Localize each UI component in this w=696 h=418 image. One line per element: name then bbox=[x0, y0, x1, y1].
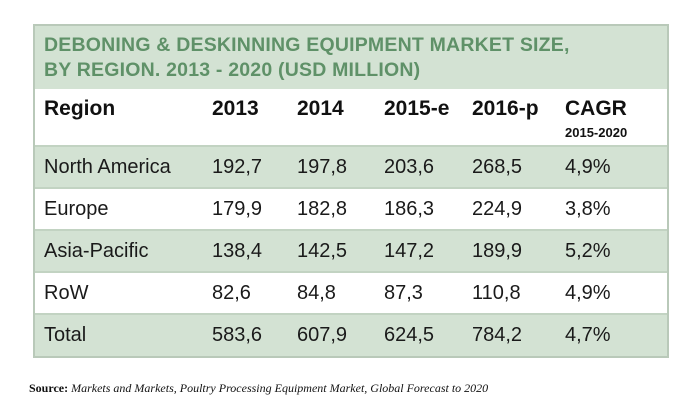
cell-2015e: 147,2 bbox=[384, 239, 435, 262]
header-region: Region bbox=[44, 97, 116, 120]
table-row: RoW 82,6 84,8 87,3 110,8 4,9% bbox=[35, 271, 667, 313]
cell-cagr: 4,9% bbox=[565, 155, 611, 178]
cell-region: Total bbox=[44, 324, 87, 346]
header-cagr-period: 2015-2020 bbox=[565, 125, 628, 140]
cell-cagr: 3,8% bbox=[565, 197, 611, 220]
table-row: Asia-Pacific 138,4 142,5 147,2 189,9 5,2… bbox=[35, 229, 667, 271]
market-size-table: DEBONING & DESKINNING EQUIPMENT MARKET S… bbox=[33, 24, 669, 358]
header-2016p: 2016-p bbox=[472, 97, 539, 120]
header-2015e: 2015-e bbox=[384, 97, 450, 120]
table-title-line-1: DEBONING & DESKINNING EQUIPMENT MARKET S… bbox=[44, 34, 570, 56]
cell-region: North America bbox=[44, 155, 171, 178]
cell-cagr: 4,7% bbox=[565, 324, 611, 346]
cell-2016p: 110,8 bbox=[472, 281, 521, 304]
cell-2013: 82,6 bbox=[212, 281, 251, 304]
cell-2016p: 189,9 bbox=[472, 239, 523, 262]
cell-2013: 192,7 bbox=[212, 155, 263, 178]
table-row: Europe 179,9 182,8 186,3 224,9 3,8% bbox=[35, 187, 667, 229]
cell-2014: 84,8 bbox=[297, 281, 336, 304]
cell-cagr: 5,2% bbox=[565, 239, 611, 262]
source-label: Source: bbox=[29, 381, 69, 395]
cell-2016p: 224,9 bbox=[472, 197, 523, 220]
header-2013: 2013 bbox=[212, 97, 259, 120]
header-2014: 2014 bbox=[297, 97, 344, 120]
source-text: Markets and Markets, Poultry Processing … bbox=[71, 381, 489, 395]
cell-2015e: 203,6 bbox=[384, 155, 435, 178]
cell-region: Europe bbox=[44, 197, 109, 220]
cell-2014: 142,5 bbox=[297, 239, 348, 262]
table-header-row: Region 2013 2014 2015-e 2016-p CAGR 2015… bbox=[35, 89, 667, 145]
cell-2016p: 784,2 bbox=[472, 324, 523, 346]
cell-2015e: 624,5 bbox=[384, 324, 435, 346]
cell-2014: 607,9 bbox=[297, 324, 348, 346]
table-title-line-2: BY REGION. 2013 - 2020 (USD MILLION) bbox=[44, 59, 421, 81]
source-note: Source: Markets and Markets, Poultry Pro… bbox=[29, 381, 488, 396]
table-title-band: DEBONING & DESKINNING EQUIPMENT MARKET S… bbox=[35, 26, 667, 89]
cell-2013: 179,9 bbox=[212, 197, 263, 220]
cell-2015e: 186,3 bbox=[384, 197, 435, 220]
cell-2013: 138,4 bbox=[212, 239, 263, 262]
header-cagr: CAGR bbox=[565, 97, 627, 120]
cell-cagr: 4,9% bbox=[565, 281, 611, 304]
cell-2015e: 87,3 bbox=[384, 281, 423, 304]
cell-2014: 197,8 bbox=[297, 155, 348, 178]
cell-2013: 583,6 bbox=[212, 324, 263, 346]
cell-region: RoW bbox=[44, 281, 89, 304]
table-row-total: Total 583,6 607,9 624,5 784,2 4,7% bbox=[35, 313, 667, 356]
cell-region: Asia-Pacific bbox=[44, 239, 149, 262]
cell-2014: 182,8 bbox=[297, 197, 348, 220]
cell-2016p: 268,5 bbox=[472, 155, 523, 178]
table-row: North America 192,7 197,8 203,6 268,5 4,… bbox=[35, 145, 667, 187]
